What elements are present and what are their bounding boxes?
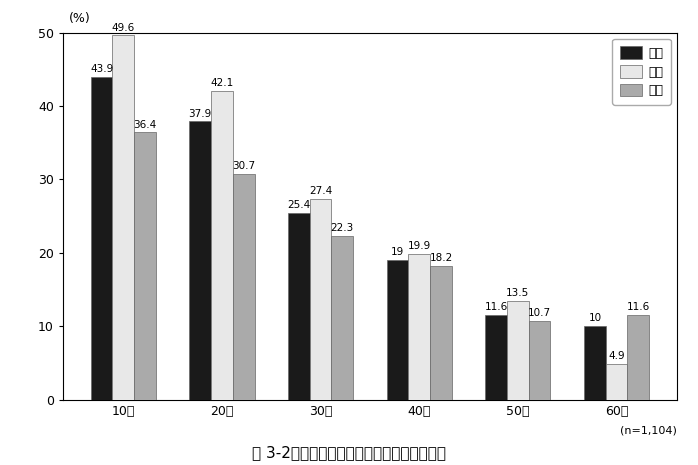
Text: (n=1,104): (n=1,104) [621,425,677,436]
Text: 27.4: 27.4 [309,186,332,196]
Text: (%): (%) [69,12,91,25]
Text: 19.9: 19.9 [408,241,431,251]
Text: 25.4: 25.4 [288,200,311,210]
Text: 42.1: 42.1 [210,78,234,87]
Text: 10: 10 [588,313,602,324]
Bar [507,301,529,400]
Text: 36.4: 36.4 [133,120,156,130]
Bar [529,321,551,400]
Text: 図 3-2　ブログ開設者の内訳（年代・性別）: 図 3-2 ブログ開設者の内訳（年代・性別） [252,445,446,460]
Text: 30.7: 30.7 [232,161,255,172]
Bar [606,364,628,400]
Text: 11.6: 11.6 [627,302,650,312]
Text: 22.3: 22.3 [331,223,354,233]
Bar [189,121,211,400]
Bar [628,315,649,400]
Text: 11.6: 11.6 [484,302,508,312]
Text: 19: 19 [391,247,404,257]
Bar [233,174,255,400]
Bar [332,236,353,400]
Text: 43.9: 43.9 [90,65,113,74]
Text: 4.9: 4.9 [608,351,625,361]
Bar [408,254,430,400]
Text: 49.6: 49.6 [112,22,135,33]
Bar [430,266,452,400]
Bar [134,133,156,400]
Bar [310,199,332,400]
Bar [387,260,408,400]
Text: 37.9: 37.9 [188,108,212,119]
Legend: 全体, 女性, 男性: 全体, 女性, 男性 [612,39,671,105]
Bar [211,91,233,400]
Bar [485,315,507,400]
Text: 18.2: 18.2 [429,253,452,263]
Bar [91,77,112,400]
Text: 13.5: 13.5 [506,288,530,298]
Bar [288,213,310,400]
Bar [584,326,606,400]
Text: 10.7: 10.7 [528,308,551,319]
Bar [112,35,134,400]
